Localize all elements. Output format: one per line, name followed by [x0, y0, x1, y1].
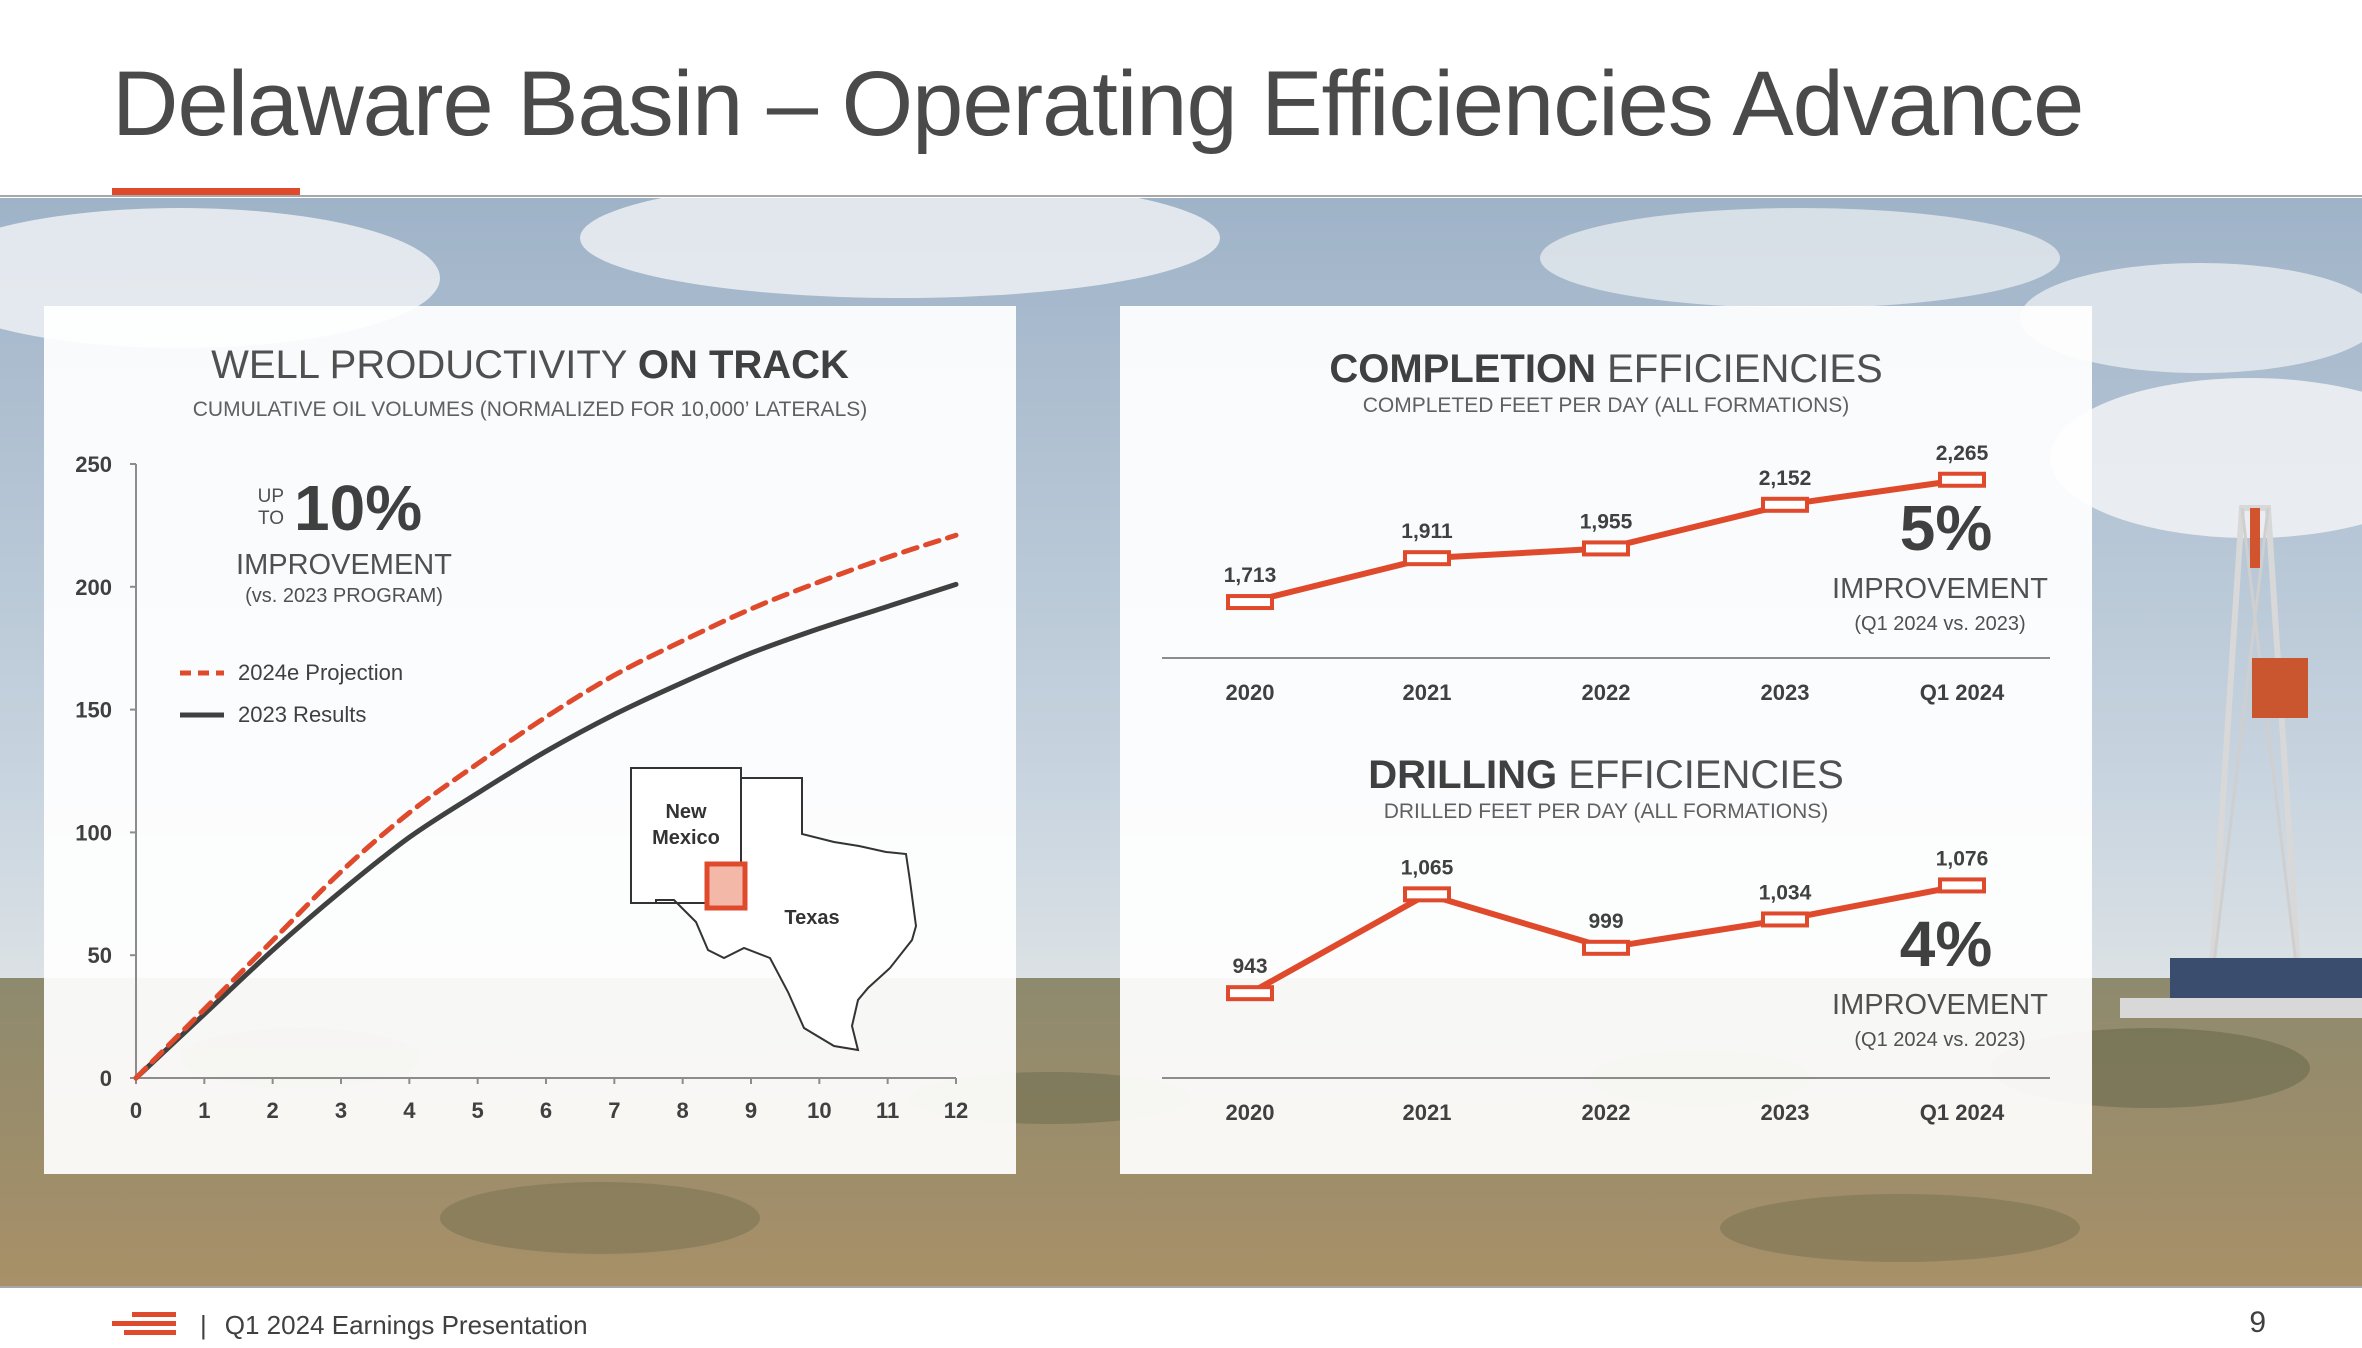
x-tick-label: 1: [198, 1098, 210, 1123]
data-point-marker: [1582, 939, 1630, 956]
data-point-marker: [1582, 540, 1630, 557]
completion-title-light: EFFICIENCIES: [1596, 347, 1883, 391]
x-tick-label: 3: [335, 1098, 347, 1123]
data-label: 1,076: [1936, 847, 1989, 870]
drilling-improvement-sub: (Q1 2024 vs. 2023): [1854, 1029, 2025, 1051]
x-tick-label: 11: [876, 1098, 899, 1123]
legend-label-results: 2023 Results: [238, 702, 366, 727]
x-category-label: 2022: [1582, 1100, 1631, 1125]
x-tick-label: 9: [745, 1098, 757, 1123]
footer-label: | Q1 2024 Earnings Presentation: [200, 1310, 588, 1341]
chart-title-bold: ON TRACK: [638, 343, 849, 387]
data-label: 1,065: [1401, 856, 1454, 879]
chart-subtitle: CUMULATIVE OIL VOLUMES (NORMALIZED FOR 1…: [193, 398, 868, 421]
annotation-up: UP: [258, 486, 284, 507]
texas-shape: [655, 777, 918, 1052]
x-tick-label: 5: [472, 1098, 484, 1123]
improvement-label: IMPROVEMENT: [236, 549, 452, 581]
drilling-improvement-label: IMPROVEMENT: [1832, 989, 2048, 1021]
x-category-label: 2021: [1403, 1100, 1452, 1125]
drilling-title-bold: DRILLING: [1368, 753, 1557, 797]
data-point-marker: [1938, 877, 1986, 894]
completion-improvement-value: 5%: [1900, 492, 1993, 564]
data-point-marker: [1761, 911, 1809, 928]
x-tick-label: 7: [608, 1098, 620, 1123]
data-point-marker: [1403, 550, 1451, 567]
data-label: 2,265: [1936, 442, 1989, 465]
page-title: Delaware Basin – Operating Efficiencies …: [112, 53, 2084, 155]
completion-improvement-label: IMPROVEMENT: [1832, 573, 2048, 605]
annotation-to: TO: [258, 508, 284, 529]
footer-separator: |: [200, 1310, 207, 1340]
completion-title-bold: COMPLETION: [1329, 347, 1596, 391]
y-tick-label: 150: [75, 698, 112, 723]
completion-subtitle: COMPLETED FEET PER DAY (ALL FORMATIONS): [1363, 394, 1850, 417]
x-category-label: 2020: [1226, 680, 1275, 705]
legend-label-projection: 2024e Projection: [238, 660, 403, 685]
data-point-marker: [1938, 471, 1986, 488]
svg-text:WELL PRODUCTIVITY ON TRACK: WELL PRODUCTIVITY ON TRACK: [211, 343, 849, 387]
page-number: 9: [2249, 1306, 2266, 1339]
data-label: 999: [1588, 910, 1623, 933]
x-tick-label: 6: [540, 1098, 552, 1123]
drilling-subtitle: DRILLED FEET PER DAY (ALL FORMATIONS): [1384, 800, 1829, 823]
x-category-label: Q1 2024: [1920, 680, 2005, 705]
data-point-marker: [1403, 886, 1451, 903]
data-label: 1,713: [1224, 564, 1277, 587]
y-tick-label: 0: [100, 1066, 112, 1091]
completion-improvement-sub: (Q1 2024 vs. 2023): [1854, 613, 2025, 635]
x-tick-label: 2: [267, 1098, 279, 1123]
y-tick-label: 250: [75, 452, 112, 477]
svg-text:COMPLETION EFFICIENCIES: COMPLETION EFFICIENCIES: [1329, 347, 1882, 391]
x-category-label: 2023: [1761, 1100, 1810, 1125]
map-label-new: New: [665, 801, 707, 823]
drilling-improvement-value: 4%: [1900, 908, 1993, 980]
series-line: [1248, 882, 1963, 996]
company-logo-icon: [112, 1312, 176, 1335]
x-tick-label: 4: [403, 1098, 416, 1123]
map-label-texas: Texas: [784, 907, 839, 929]
series-line-2024e-projection: [133, 532, 959, 1081]
series-line-2023-results: [133, 581, 959, 1081]
data-label: 1,911: [1401, 520, 1453, 543]
x-category-label: Q1 2024: [1920, 1100, 2005, 1125]
improvement-sub: (vs. 2023 PROGRAM): [245, 585, 443, 607]
data-point-marker: [1761, 496, 1809, 513]
well-productivity-panel: WELL PRODUCTIVITY ON TRACK CUMULATIVE OI…: [44, 306, 1016, 1174]
x-category-label: 2021: [1403, 680, 1452, 705]
well-productivity-chart: WELL PRODUCTIVITY ON TRACK CUMULATIVE OI…: [75, 343, 968, 1123]
data-point-marker: [1226, 594, 1274, 611]
x-category-label: 2022: [1582, 680, 1631, 705]
data-point-marker: [1226, 985, 1274, 1002]
drilling-rig-icon: [2120, 505, 2362, 1018]
footer-divider: [0, 1286, 2362, 1288]
y-tick-label: 50: [88, 943, 112, 968]
map-label-mexico: Mexico: [652, 827, 720, 849]
data-label: 1,034: [1759, 881, 1812, 904]
efficiencies-panel: COMPLETION EFFICIENCIES COMPLETED FEET P…: [1120, 306, 2092, 1174]
x-tick-label: 10: [807, 1098, 831, 1123]
x-tick-label: 12: [944, 1098, 968, 1123]
data-label: 943: [1232, 955, 1267, 978]
x-category-label: 2020: [1226, 1100, 1275, 1125]
data-label: 2,152: [1759, 467, 1812, 490]
title-accent-bar: [112, 188, 300, 196]
y-tick-label: 200: [75, 575, 112, 600]
x-category-label: 2023: [1761, 680, 1810, 705]
x-tick-label: 8: [677, 1098, 689, 1123]
improvement-value: 10%: [294, 472, 422, 544]
footer-presentation-title: Q1 2024 Earnings Presentation: [224, 1310, 588, 1340]
x-tick-label: 0: [130, 1098, 142, 1123]
efficiencies-charts: COMPLETION EFFICIENCIES COMPLETED FEET P…: [1162, 347, 2050, 1125]
chart-title-light: WELL PRODUCTIVITY: [211, 343, 638, 387]
data-label: 1,955: [1580, 510, 1633, 533]
drilling-title-light: EFFICIENCIES: [1557, 753, 1844, 797]
y-tick-label: 100: [75, 820, 112, 845]
nm-texas-map: New Mexico Texas: [630, 767, 918, 1052]
delaware-basin-marker: [704, 861, 748, 911]
chart-legend: 2024e Projection 2023 Results: [180, 660, 403, 727]
title-divider: [0, 195, 2362, 197]
svg-text:DRILLING EFFICIENCIES: DRILLING EFFICIENCIES: [1368, 753, 1844, 797]
